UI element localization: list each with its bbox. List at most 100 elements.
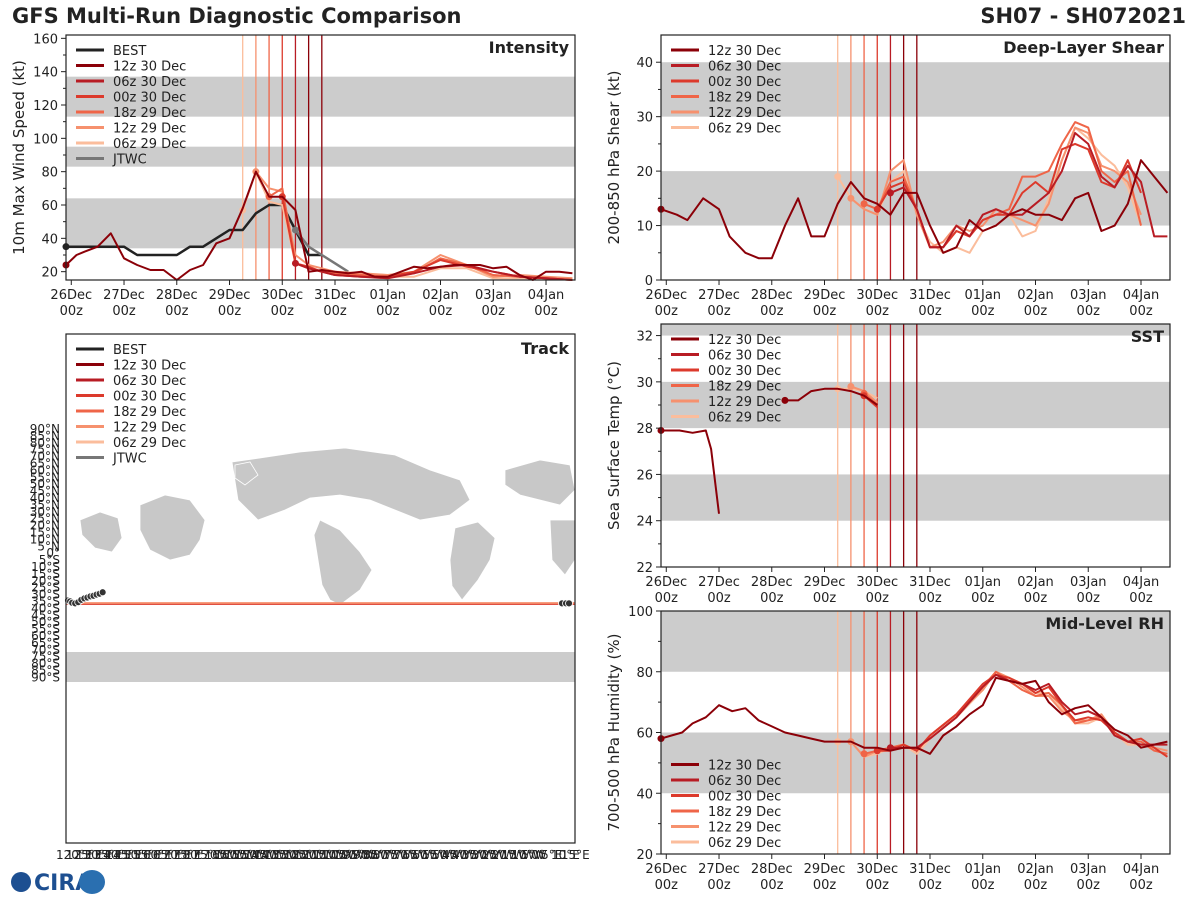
legend-label: 00z 30 Dec [113, 390, 186, 405]
x-tick-hour-label: 00z [655, 304, 679, 319]
latitude-label: 10°N [30, 532, 60, 546]
latitude-label: 15°N [30, 526, 60, 540]
latitude-label: 45°S [31, 608, 60, 622]
longitude-label: 30°W [472, 848, 505, 862]
longitude-label: 0° [531, 848, 545, 862]
legend-label: 12z 29 Dec [708, 395, 781, 410]
latitude-label: 5°N [37, 539, 60, 553]
continent-landmass [549, 519, 576, 576]
x-tick-day-label: 30Dec [856, 862, 898, 877]
latitude-label: 80°N [30, 436, 60, 450]
logo-swirl-icon [79, 870, 105, 894]
longitude-label: 165°E [145, 848, 182, 862]
legend-label: 06z 29 Dec [708, 122, 781, 137]
legend-label: 06z 29 Dec [708, 411, 781, 426]
x-tick-day-label: 01Jan [369, 288, 406, 303]
y-tick-label: 120 [33, 99, 58, 114]
longitude-label: 5°E [541, 848, 562, 862]
series-line [660, 676, 1168, 755]
legend-label: 12z 30 Dec [113, 60, 186, 75]
longitude-label: 25°W [482, 848, 515, 862]
latitude-label: 25°S [31, 581, 60, 595]
y-axis-label: Sea Surface Temp (°C) [605, 361, 623, 530]
x-tick-day-label: 04Jan [1123, 575, 1160, 590]
best-track-point [98, 588, 107, 597]
legend-label: 18z 29 Dec [113, 106, 186, 121]
x-tick-day-label: 03Jan [1070, 862, 1107, 877]
x-tick-hour-label: 00z [760, 878, 784, 893]
x-tick-day-label: 28Dec [751, 862, 793, 877]
latitude-label: 50°S [31, 615, 60, 629]
x-tick-hour-label: 00z [1077, 591, 1101, 606]
continent-landmass [139, 494, 206, 561]
longitude-label: 45°W [442, 848, 475, 862]
longitude-label: 135°E [86, 848, 123, 862]
x-tick-hour-label: 00z [707, 304, 731, 319]
panel-title: Deep-Layer Shear [1003, 38, 1164, 57]
x-tick-hour-label: 00z [971, 878, 995, 893]
x-tick-hour-label: 00z [866, 304, 890, 319]
latitude-label: 30°S [31, 588, 60, 602]
legend-label: 18z 29 Dec [708, 805, 781, 820]
x-tick-day-label: 01Jan [964, 575, 1001, 590]
legend-label: 12z 29 Dec [708, 106, 781, 121]
y-tick-label: 20 [636, 165, 653, 180]
y-tick-label: 80 [41, 166, 58, 181]
x-tick-hour-label: 00z [813, 304, 837, 319]
latitude-label: 35°N [30, 498, 60, 512]
latitude-label: 50°N [30, 477, 60, 491]
longitude-label: 60°W [412, 848, 445, 862]
x-tick-day-label: 28Dec [751, 288, 793, 303]
series-line [890, 132, 1168, 249]
legend-label: JTWC [112, 452, 147, 467]
series-line [661, 429, 720, 514]
y-tick-label: 20 [636, 848, 653, 863]
x-tick-day-label: 31Dec [314, 288, 356, 303]
track-background [66, 334, 575, 843]
x-tick-hour-label: 00z [165, 304, 189, 319]
latitude-label: 90°S [31, 670, 60, 684]
x-tick-hour-label: 00z [271, 304, 295, 319]
longitude-label: 150°W [234, 848, 275, 862]
longitude-label: 80°W [373, 848, 406, 862]
intensity-chart: 2040608010012014016026Dec00z27Dec00z28De… [10, 32, 576, 319]
legend-label: 12z 30 Dec [708, 44, 781, 59]
x-tick-day-label: 03Jan [1070, 575, 1107, 590]
legend-label: 06z 30 Dec [113, 75, 186, 90]
x-tick-hour-label: 00z [534, 304, 558, 319]
series-start-marker [834, 173, 842, 181]
latitude-label: 40°S [31, 601, 60, 615]
longitude-label: 125°W [284, 848, 325, 862]
series-start-marker [860, 200, 868, 208]
x-tick-hour-label: 00z [1024, 591, 1048, 606]
legend-label: 12z 29 Dec [113, 421, 186, 436]
x-tick-hour-label: 00z [1077, 878, 1101, 893]
x-tick-hour-label: 00z [918, 304, 942, 319]
x-tick-hour-label: 00z [112, 304, 136, 319]
legend-label: 00z 30 Dec [708, 790, 781, 805]
longitude-label: 120°W [294, 848, 335, 862]
legend-label: 06z 29 Dec [113, 436, 186, 451]
longitude-label: 130°W [274, 848, 315, 862]
latitude-label: 55°S [31, 622, 60, 636]
y-tick-label: 140 [33, 66, 58, 81]
longitude-label: 85°W [363, 848, 396, 862]
x-tick-day-label: 31Dec [909, 288, 951, 303]
legend-label: 06z 30 Dec [708, 349, 781, 364]
series-line [785, 387, 878, 406]
x-tick-day-label: 29Dec [209, 288, 251, 303]
x-tick-hour-label: 00z [813, 591, 837, 606]
latitude-label: 85°S [31, 664, 60, 678]
x-tick-hour-label: 00z [760, 591, 784, 606]
x-tick-hour-label: 00z [1129, 591, 1153, 606]
series-line [660, 159, 1169, 260]
legend-label: 00z 30 Dec [708, 364, 781, 379]
longitude-label: 95°W [343, 848, 376, 862]
x-tick-hour-label: 00z [655, 878, 679, 893]
latitude-label: 60°N [30, 463, 60, 477]
latitude-label: 15°S [31, 567, 60, 581]
y-tick-label: 28 [636, 422, 653, 437]
shading-band [66, 146, 575, 167]
latitude-label: 60°S [31, 629, 60, 643]
x-tick-day-label: 30Dec [261, 288, 303, 303]
